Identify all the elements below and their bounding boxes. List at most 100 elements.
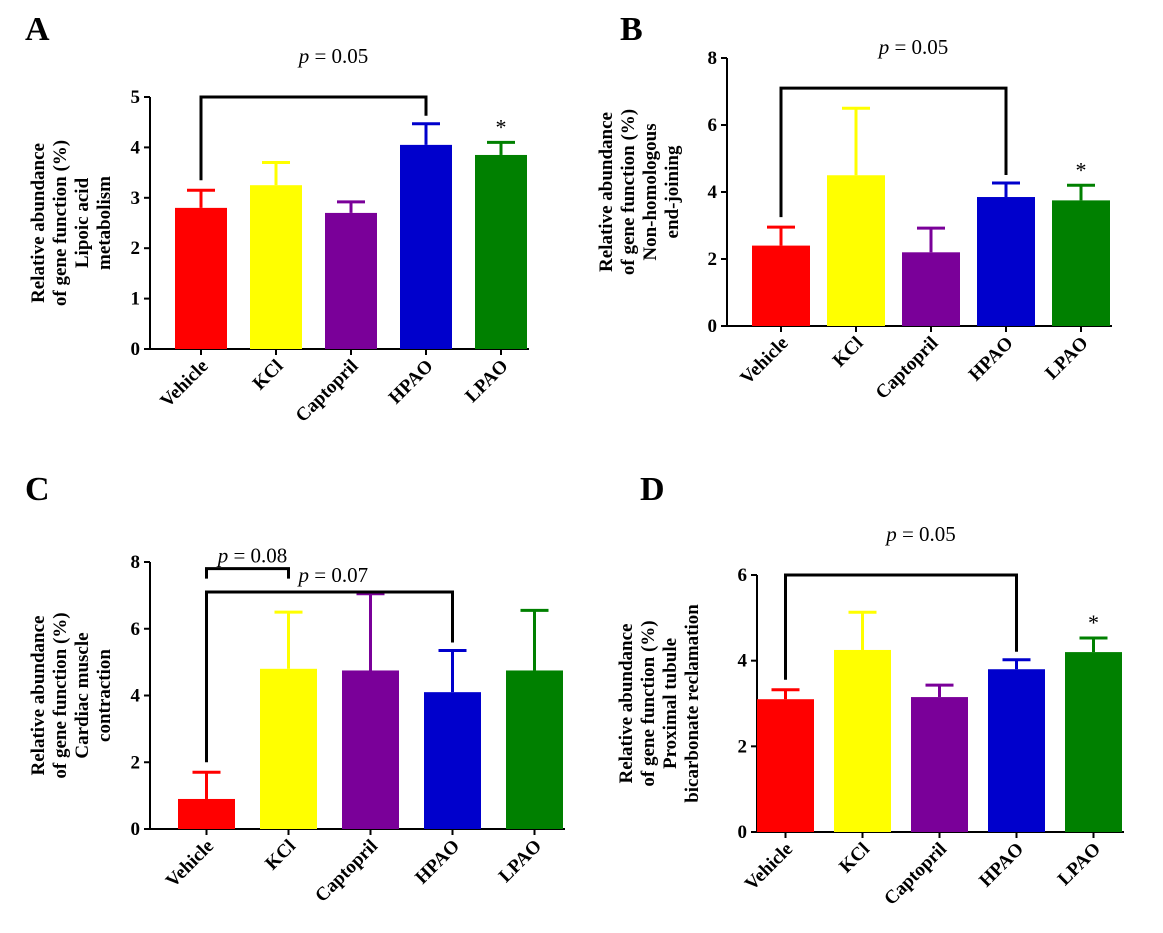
- p-value-label: p = 0.05: [297, 44, 369, 68]
- y-axis-label-line: of gene function (%): [638, 620, 659, 786]
- y-axis-label-line: of gene function (%): [50, 140, 71, 306]
- p-value: = 0.05: [889, 35, 948, 59]
- y-tick-label: 3: [131, 188, 141, 209]
- significance-star: *: [496, 114, 507, 139]
- x-tick-label: HPAO: [411, 836, 464, 889]
- y-axis-label-line: Lipoic acid: [72, 177, 93, 268]
- p-symbol: p: [877, 35, 890, 59]
- bar-lpao: [1065, 652, 1122, 832]
- panel-d: D 0 2 4 6 Relative abundanceof gene function …: [616, 471, 1124, 910]
- bar-captopril: [325, 212, 377, 349]
- x-tick-label: LPAO: [495, 836, 546, 887]
- y-tick-label: 2: [738, 736, 748, 757]
- y-tick-label: 2: [708, 249, 718, 270]
- y-tick-label: 1: [131, 289, 141, 310]
- p-symbol: p: [297, 563, 310, 587]
- x-tick-label: Captopril: [311, 836, 382, 907]
- x-tick-label: Captopril: [292, 356, 363, 427]
- significance-bracket: [205, 567, 290, 579]
- bar-hpao: [400, 144, 452, 349]
- bar-kcl: [250, 185, 302, 349]
- p-value: = 0.05: [309, 44, 368, 68]
- y-tick-label: 6: [738, 565, 748, 586]
- y-axis-label-line: bicarbonate reclamation: [682, 604, 703, 803]
- bar-vehicle: [175, 207, 227, 349]
- y-axis-label-line: of gene function (%): [50, 612, 71, 778]
- x-tick-label: LPAO: [1054, 839, 1105, 890]
- y-axis-label-line: of gene function (%): [618, 109, 639, 275]
- y-axis-label-line: Non-homologous: [640, 123, 661, 260]
- x-tick-label: HPAO: [385, 356, 438, 409]
- y-tick-label: 6: [708, 115, 718, 136]
- y-tick-label: 4: [131, 686, 141, 707]
- p-value-label: p = 0.07: [297, 563, 369, 587]
- y-tick-label: 8: [131, 552, 141, 573]
- significance-bracket: [784, 573, 1018, 680]
- y-axis-label-line: Relative abundance: [28, 616, 49, 776]
- bar-hpao: [977, 197, 1035, 326]
- bar-vehicle: [178, 798, 235, 829]
- y-axis-label-line: end-joining: [662, 145, 683, 238]
- y-axis-label: Relative abundanceof gene function (%)Li…: [28, 140, 115, 306]
- y-tick-label: 4: [738, 651, 748, 672]
- p-symbol: p: [297, 44, 310, 68]
- p-value-label: p = 0.05: [884, 522, 956, 546]
- y-tick-label: 6: [131, 619, 141, 640]
- panel-letter: C: [25, 471, 50, 508]
- bar-vehicle: [752, 245, 810, 326]
- bar-kcl: [834, 649, 891, 832]
- x-tick-label: KCl: [835, 839, 874, 878]
- bar-hpao: [988, 669, 1045, 832]
- bar-lpao: [475, 154, 527, 349]
- x-tick-label: Vehicle: [741, 839, 797, 895]
- x-tick-label: KCl: [249, 356, 288, 395]
- x-tick-label: KCl: [261, 836, 300, 875]
- y-axis-label-line: Proximal tubule: [660, 638, 681, 769]
- y-axis-label: Relative abundanceof gene function (%)Ca…: [28, 612, 115, 778]
- significance-bracket: [205, 590, 454, 763]
- y-axis-label-line: Cardiac muscle: [72, 632, 93, 758]
- p-symbol: p: [884, 522, 897, 546]
- y-tick-label: 0: [738, 822, 748, 843]
- significance-star: *: [1076, 157, 1087, 182]
- bar-lpao: [1052, 200, 1110, 326]
- significance-star: *: [1088, 610, 1099, 635]
- y-tick-label: 0: [131, 819, 141, 840]
- bar-kcl: [260, 668, 317, 829]
- bar-captopril: [911, 697, 968, 832]
- x-tick-label: LPAO: [461, 356, 512, 407]
- x-tick-label: Vehicle: [156, 356, 212, 412]
- p-value: = 0.08: [228, 544, 287, 568]
- x-tick-label: Captopril: [872, 333, 943, 404]
- y-tick-label: 2: [131, 238, 141, 259]
- panel-a: A 0 1 2 3 4 5 Relative abundanceof gene functio…: [25, 11, 529, 427]
- x-tick-label: LPAO: [1041, 333, 1092, 384]
- panel-letter: A: [25, 11, 50, 48]
- panel-letter: B: [620, 11, 643, 48]
- bar-hpao: [424, 692, 481, 829]
- significance-bracket: [199, 95, 428, 181]
- y-tick-label: 8: [708, 48, 718, 69]
- y-axis-label-line: Relative abundance: [28, 143, 49, 303]
- y-tick-label: 5: [131, 87, 141, 108]
- y-tick-label: 0: [708, 316, 718, 337]
- y-tick-label: 0: [131, 339, 141, 360]
- y-axis-label-line: metabolism: [94, 176, 115, 270]
- p-value: = 0.07: [309, 563, 368, 587]
- p-value-label: p = 0.08: [216, 544, 288, 568]
- panel-letter: D: [640, 471, 665, 508]
- y-axis-label: Relative abundanceof gene function (%)No…: [596, 109, 683, 275]
- bar-vehicle: [757, 699, 814, 832]
- x-tick-label: HPAO: [975, 839, 1028, 892]
- bar-lpao: [506, 670, 563, 829]
- x-tick-label: KCl: [829, 333, 868, 372]
- x-tick-label: Vehicle: [162, 836, 218, 892]
- y-tick-label: 4: [708, 182, 718, 203]
- y-axis-label-line: contraction: [94, 649, 115, 742]
- p-value-label: p = 0.05: [877, 35, 949, 59]
- x-tick-label: HPAO: [965, 333, 1018, 386]
- x-tick-label: Captopril: [880, 839, 951, 910]
- bar-captopril: [902, 252, 960, 326]
- y-axis-label-line: Relative abundance: [596, 112, 617, 272]
- significance-bracket: [779, 86, 1008, 218]
